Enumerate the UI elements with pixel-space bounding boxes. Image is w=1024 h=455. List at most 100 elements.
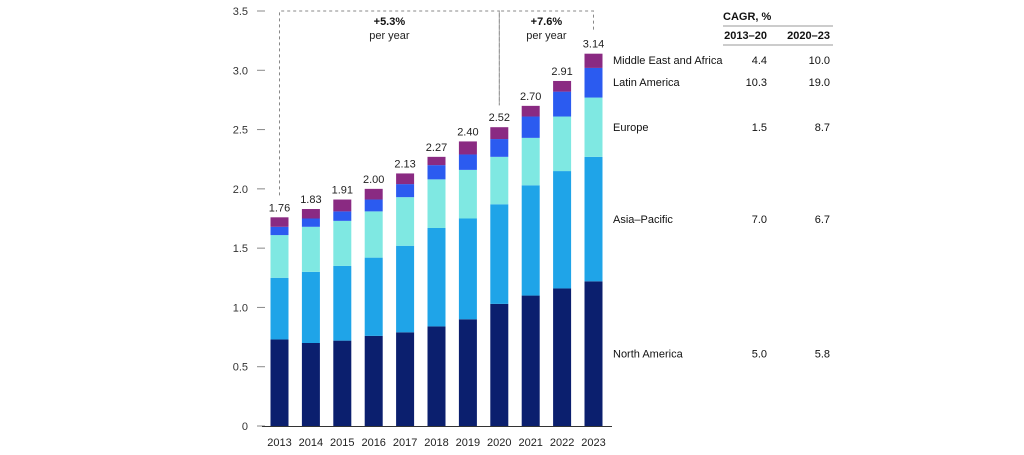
bar-segment-latin-america xyxy=(396,184,415,198)
bar-segment-middle-east-and-africa xyxy=(333,199,352,212)
bar-segment-middle-east-and-africa xyxy=(364,188,383,200)
bar-segment-latin-america xyxy=(521,116,540,138)
bar-segment-europe xyxy=(458,169,477,219)
bar-total-label: 1.91 xyxy=(332,185,353,197)
bar-segment-middle-east-and-africa xyxy=(584,53,603,68)
bar-segment-middle-east-and-africa xyxy=(521,105,540,117)
cagr-row-region: Latin America xyxy=(613,77,681,89)
bar-segment-middle-east-and-africa xyxy=(301,209,320,219)
x-tick-label: 2022 xyxy=(550,437,574,449)
bar-total-label: 2.13 xyxy=(394,158,415,170)
bar-segment-north-america xyxy=(521,295,540,426)
cagr-caption: per year xyxy=(526,30,567,42)
bar-segment-north-america xyxy=(584,281,603,426)
cagr-table-title: CAGR, % xyxy=(723,11,772,23)
bar-total-label: 2.00 xyxy=(363,174,384,186)
y-tick-label: 2.0 xyxy=(233,184,248,196)
bar-segment-europe xyxy=(553,116,572,172)
cagr-row-region: North America xyxy=(613,349,684,361)
bar-segment-asia-pacific xyxy=(553,171,572,289)
x-tick-label: 2017 xyxy=(393,437,417,449)
bar-segment-europe xyxy=(301,226,320,272)
bar-totals: 1.76 1.83 1.91 2.00 2.13 2.27 2.40 2.52 2.70 2.91… xyxy=(269,39,604,215)
bar-segment-asia-pacific xyxy=(427,227,446,327)
bar-segment-europe xyxy=(364,211,383,258)
y-tick-label: 2.5 xyxy=(233,125,248,137)
bar-segment-middle-east-and-africa xyxy=(553,80,572,92)
cagr-row-value: 1.5 xyxy=(752,122,767,134)
bar-segment-middle-east-and-africa xyxy=(396,173,415,185)
cagr-bracket xyxy=(498,10,594,106)
bar-segment-middle-east-and-africa xyxy=(458,141,477,155)
x-tick-label: 2021 xyxy=(518,437,542,449)
bar-segment-latin-america xyxy=(364,199,383,212)
bar-segment-latin-america xyxy=(427,165,446,180)
bar-segment-north-america xyxy=(364,335,383,426)
y-tick-label: 1.0 xyxy=(233,302,248,314)
bar-segment-asia-pacific xyxy=(364,257,383,336)
bar-segment-asia-pacific xyxy=(301,271,320,343)
cagr-annotations: +5.3% per year +7.6% per year xyxy=(279,10,594,196)
bar-total-label: 1.83 xyxy=(300,194,321,206)
bar-segment-latin-america xyxy=(301,218,320,227)
bar-segment-asia-pacific xyxy=(270,277,289,340)
x-tick-label: 2023 xyxy=(581,437,605,449)
y-tick-label: 1.5 xyxy=(233,243,248,255)
bar-total-label: 2.40 xyxy=(457,126,478,138)
y-tick-label: 0.5 xyxy=(233,362,248,374)
bar-segment-middle-east-and-africa xyxy=(490,127,509,140)
bar-segment-asia-pacific xyxy=(396,245,415,333)
bar-segment-north-america xyxy=(396,332,415,426)
bar-segment-europe xyxy=(490,156,509,205)
bar-segment-middle-east-and-africa xyxy=(270,217,289,227)
cagr-row-region: Middle East and Africa xyxy=(613,55,723,67)
bar-segment-latin-america xyxy=(333,211,352,221)
bar-segment-europe xyxy=(333,220,352,266)
cagr-value: +7.6% xyxy=(531,16,563,28)
x-tick-label: 2019 xyxy=(456,437,480,449)
bar-segment-asia-pacific xyxy=(490,204,509,304)
bar-total-label: 3.14 xyxy=(583,39,604,51)
bar-segment-asia-pacific xyxy=(458,218,477,320)
cagr-row-region: Europe xyxy=(613,122,648,134)
bar-segment-middle-east-and-africa xyxy=(427,156,446,166)
cagr-row-value: 5.8 xyxy=(815,349,830,361)
cagr-table: CAGR, % 2013–20 2020–23 Middle East and Afr… xyxy=(613,11,833,361)
bar-segment-north-america xyxy=(458,319,477,426)
bar-segment-north-america xyxy=(301,343,320,426)
y-axis: 0 0.5 1.0 1.5 2.0 2.5 3.0 3.5 xyxy=(233,6,265,433)
bar-total-label: 2.27 xyxy=(426,142,447,154)
cagr-value: +5.3% xyxy=(374,16,406,28)
bar-segment-latin-america xyxy=(458,154,477,170)
bar-segment-asia-pacific xyxy=(584,156,603,282)
bar-segment-europe xyxy=(521,137,540,186)
cagr-col-header: 2020–23 xyxy=(787,30,830,42)
cagr-col-header: 2013–20 xyxy=(724,30,767,42)
bar-segment-north-america xyxy=(490,303,509,426)
bar-segment-north-america xyxy=(553,288,572,426)
bar-segment-europe xyxy=(396,197,415,246)
bar-segment-latin-america xyxy=(270,226,289,236)
bar-segment-latin-america xyxy=(553,91,572,117)
cagr-bracket xyxy=(279,10,500,196)
x-axis: 2013 2014 2015 2016 2017 2018 2019 2020 2021 2022… xyxy=(262,426,612,449)
bar-segment-north-america xyxy=(270,339,289,426)
bar-segment-north-america xyxy=(333,340,352,426)
bar-segment-europe xyxy=(584,97,603,157)
x-tick-label: 2016 xyxy=(361,437,385,449)
cagr-row-value: 5.0 xyxy=(752,349,767,361)
cagr-row-value: 10.3 xyxy=(746,77,767,89)
x-tick-label: 2018 xyxy=(424,437,448,449)
cagr-row-value: 4.4 xyxy=(752,55,767,67)
y-tick-label: 0 xyxy=(242,421,248,433)
bar-segment-asia-pacific xyxy=(521,185,540,296)
x-tick-label: 2015 xyxy=(330,437,354,449)
bars xyxy=(270,53,603,426)
bar-segment-latin-america xyxy=(584,67,603,98)
cagr-row-value: 19.0 xyxy=(809,77,830,89)
cagr-row-value: 7.0 xyxy=(752,214,767,226)
bar-segment-north-america xyxy=(427,326,446,426)
bar-segment-europe xyxy=(427,179,446,228)
x-tick-label: 2014 xyxy=(299,437,323,449)
